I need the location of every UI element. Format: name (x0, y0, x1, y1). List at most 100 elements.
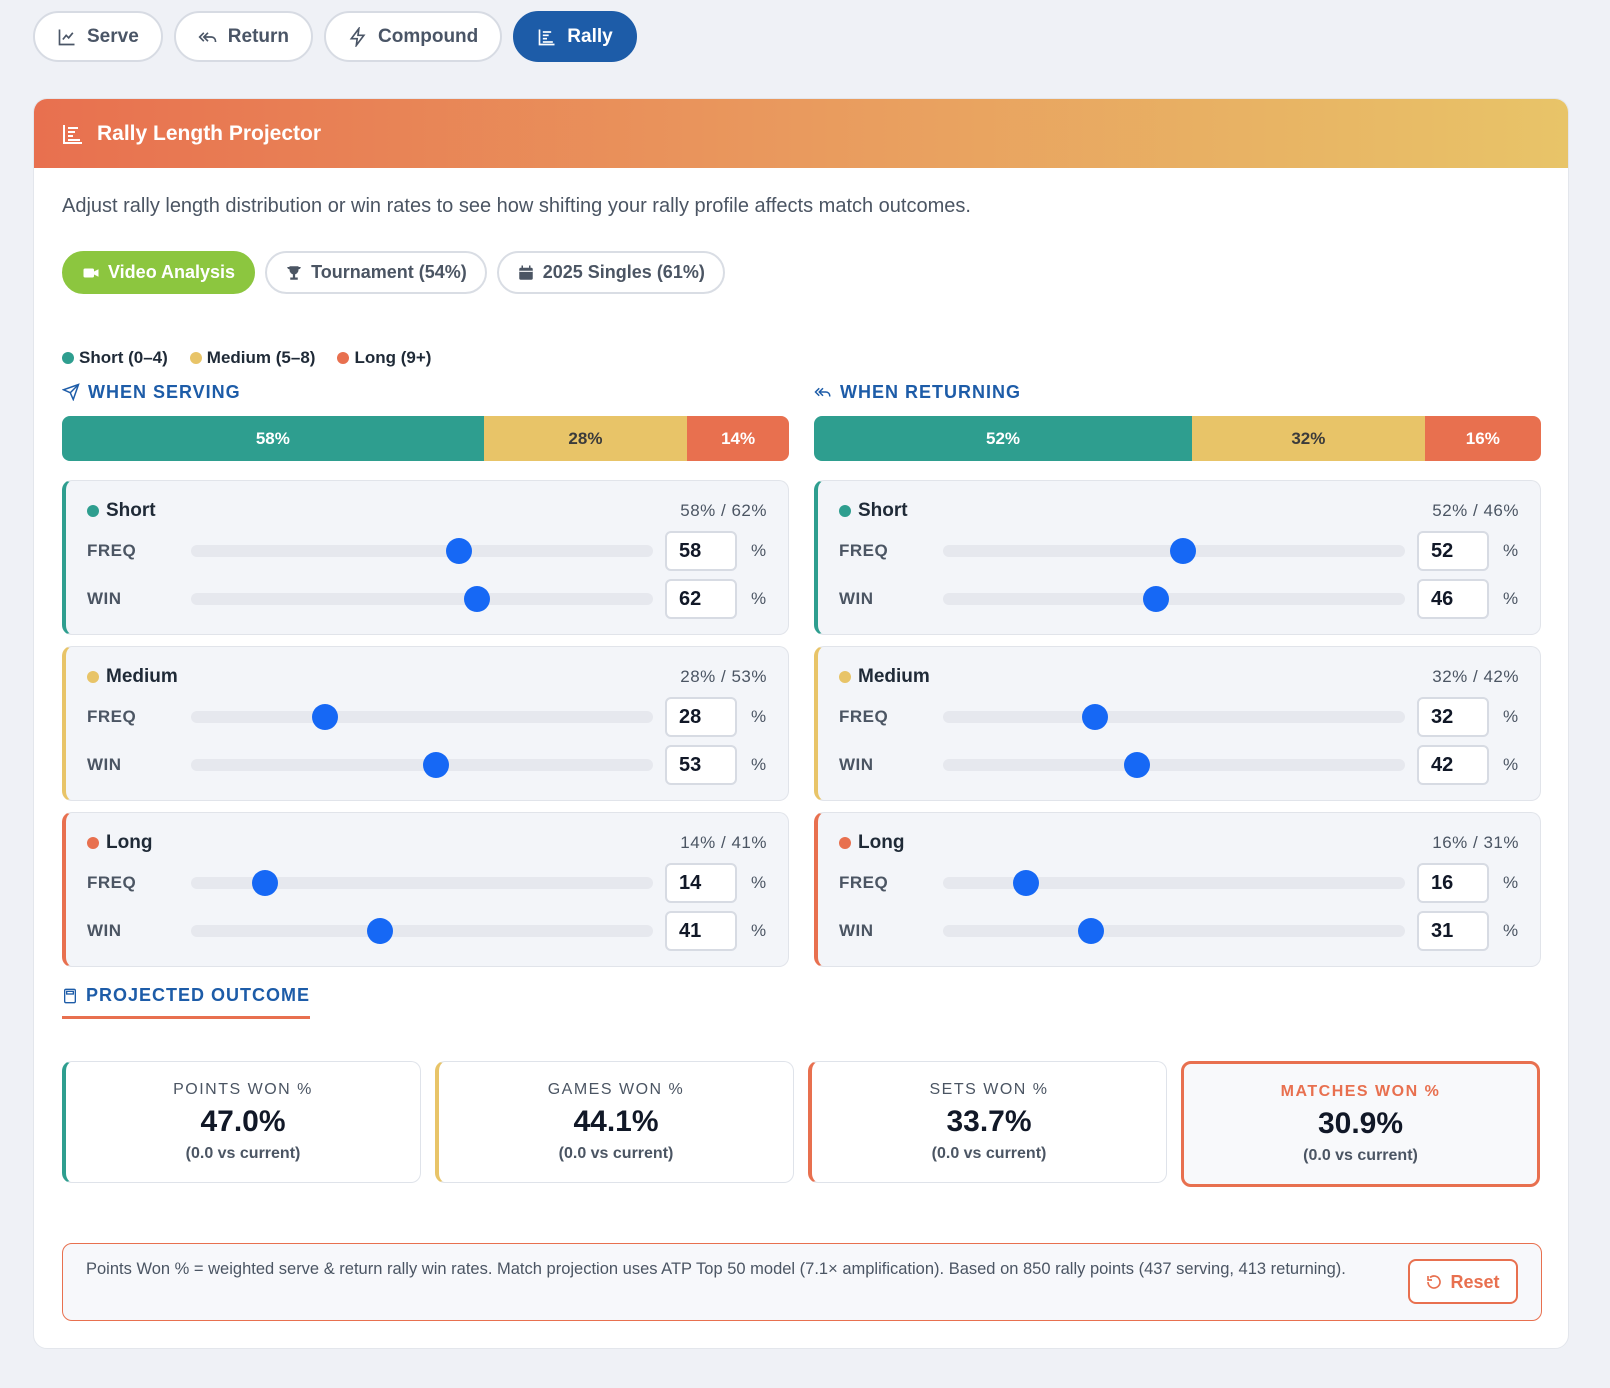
bucket-name: Medium (839, 666, 930, 688)
filter-tournament[interactable]: Tournament (54%) (265, 251, 487, 294)
freq-label: FREQ (839, 707, 889, 726)
unit-label: % (1503, 921, 1519, 940)
bucket-name: Medium (87, 666, 178, 688)
bars-icon (63, 124, 82, 144)
win-label: WIN (839, 921, 874, 940)
slider-thumb[interactable] (1142, 586, 1169, 612)
returning-long-segment: 16% (1424, 416, 1541, 461)
bucket-dot (87, 837, 99, 849)
win-input[interactable] (665, 579, 737, 619)
freq-input[interactable] (665, 531, 737, 571)
bucket-summary: 28% / 53% (680, 667, 767, 686)
win-input[interactable] (1417, 911, 1489, 951)
view-tabs: Serve Return Compound Rally (33, 11, 637, 62)
trophy-icon (287, 265, 301, 280)
filter-label: Tournament (54%) (311, 262, 467, 282)
stat-value: 44.1% (573, 1105, 659, 1138)
slider-thumb[interactable] (1170, 538, 1197, 564)
win-input[interactable] (665, 745, 737, 785)
slider-thumb[interactable] (251, 870, 278, 896)
slider-thumb[interactable] (311, 704, 338, 730)
legend-label: Short (0–4) (79, 348, 168, 367)
serving-short-segment: 58% (62, 416, 484, 461)
freq-input[interactable] (665, 863, 737, 903)
tab-serve[interactable]: Serve (33, 11, 163, 62)
unit-label: % (1503, 707, 1519, 726)
slider-thumb[interactable] (1124, 752, 1151, 778)
tab-return[interactable]: Return (173, 11, 314, 62)
slider-thumb[interactable] (1013, 870, 1040, 896)
win-label: WIN (87, 755, 122, 774)
stat-delta: (0.0 vs current) (185, 1145, 301, 1162)
rally-projector-card: Rally Length Projector Adjust rally leng… (33, 98, 1569, 1349)
stat-label: POINTS WON % (173, 1081, 313, 1098)
stat-delta: (0.0 vs current) (1303, 1147, 1418, 1164)
win-slider[interactable] (943, 586, 1405, 612)
stat-value: 30.9% (1317, 1107, 1404, 1140)
bucket-dot (87, 671, 99, 683)
freq-input[interactable] (1417, 863, 1489, 903)
freq-label: FREQ (839, 873, 889, 892)
freq-slider[interactable] (191, 538, 653, 564)
legend-long: Long (9+) (337, 348, 431, 368)
reset-button[interactable]: Reset (1408, 1259, 1518, 1304)
tab-compound[interactable]: Compound (324, 11, 503, 62)
freq-input[interactable] (1417, 531, 1489, 571)
slider-thumb[interactable] (367, 918, 394, 944)
tab-label: Rally (567, 25, 613, 47)
win-label: WIN (839, 589, 874, 608)
outcome-stats: POINTS WON % 47.0% (0.0 vs current) GAME… (62, 1061, 1540, 1187)
filter-label: 2025 Singles (61%) (542, 262, 705, 282)
bucket-name-label: Short (858, 500, 908, 521)
reply-all-icon (814, 387, 831, 397)
slider-thumb[interactable] (445, 538, 472, 564)
bars-icon (538, 29, 555, 45)
stat-label: SETS WON % (929, 1081, 1049, 1098)
legend-dot (337, 352, 350, 364)
unit-label: % (751, 755, 767, 774)
stat-delta: (0.0 vs current) (558, 1145, 674, 1162)
slider-thumb[interactable] (422, 752, 449, 778)
slider-thumb[interactable] (1082, 704, 1109, 730)
freq-slider[interactable] (943, 538, 1405, 564)
sets-won-card: SETS WON % 33.7% (0.0 vs current) (808, 1061, 1167, 1183)
slider-thumb[interactable] (1077, 918, 1104, 944)
filter-video-analysis[interactable]: Video Analysis (62, 251, 256, 294)
freq-input[interactable] (1417, 697, 1489, 737)
win-input[interactable] (665, 911, 737, 951)
stat-value: 33.7% (946, 1105, 1032, 1138)
tab-rally[interactable]: Rally (513, 11, 637, 62)
win-slider[interactable] (191, 752, 653, 778)
freq-slider[interactable] (191, 704, 653, 730)
note-text: Points Won % = weighted serve & return r… (86, 1260, 1346, 1278)
freq-input[interactable] (665, 697, 737, 737)
description: Adjust rally length distribution or win … (62, 195, 971, 217)
serving-column: WHEN SERVING 58% 28% 14% Short 58% / 62% … (62, 382, 789, 967)
freq-slider[interactable] (943, 870, 1405, 896)
freq-slider[interactable] (191, 870, 653, 896)
win-input[interactable] (1417, 745, 1489, 785)
slider-thumb[interactable] (464, 586, 491, 612)
bucket-summary: 52% / 46% (1432, 501, 1519, 520)
video-icon (83, 268, 99, 277)
win-slider[interactable] (943, 918, 1405, 944)
bucket-dot (839, 671, 851, 683)
serving-medium-segment: 28% (483, 416, 688, 461)
win-slider[interactable] (191, 918, 653, 944)
win-slider[interactable] (191, 586, 653, 612)
win-input[interactable] (1417, 579, 1489, 619)
unit-label: % (1503, 755, 1519, 774)
reply-all-icon (198, 31, 217, 42)
freq-label: FREQ (87, 873, 137, 892)
win-slider[interactable] (943, 752, 1405, 778)
tab-label: Compound (378, 25, 479, 47)
calendar-icon (519, 265, 533, 280)
projected-outcome-title: PROJECTED OUTCOME (62, 985, 311, 1019)
filter-2025-singles[interactable]: 2025 Singles (61%) (496, 251, 725, 294)
returning-long-bucket: Long 16% / 31% FREQ% WIN% (814, 812, 1541, 967)
projected-outcome-label: PROJECTED OUTCOME (86, 985, 311, 1005)
freq-slider[interactable] (943, 704, 1405, 730)
bucket-summary: 14% / 41% (680, 833, 767, 852)
win-label: WIN (839, 755, 874, 774)
freq-label: FREQ (87, 541, 137, 560)
